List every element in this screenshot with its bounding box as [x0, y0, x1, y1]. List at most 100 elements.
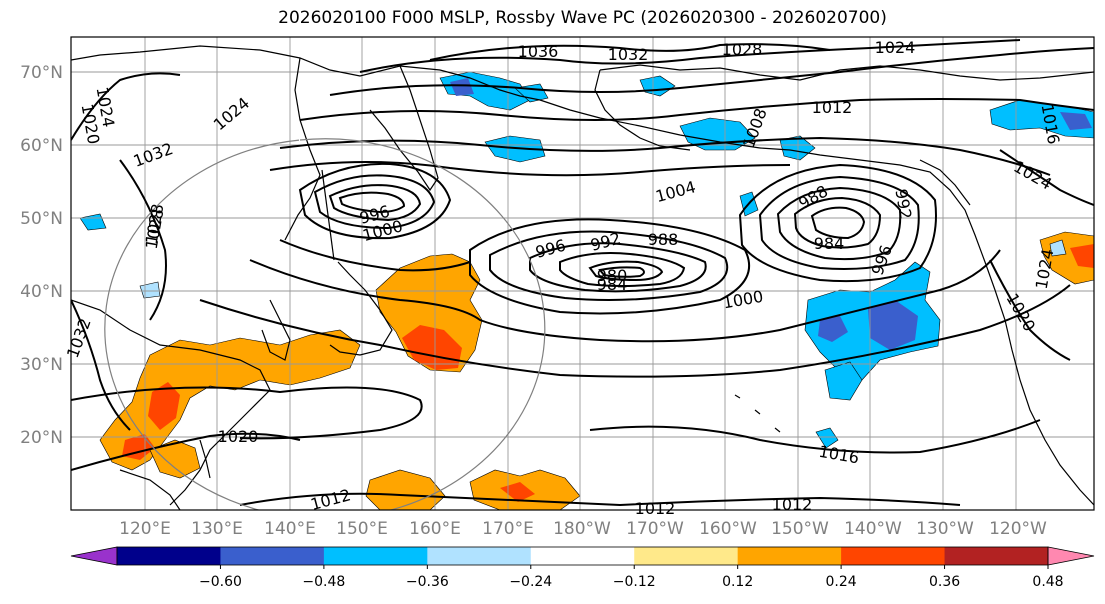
coast-alaska-north — [599, 64, 1094, 81]
contour-label: 1032 — [608, 45, 649, 64]
colorbar-tick-label: −0.60 — [199, 574, 242, 590]
colorbar-tick-label: 0.36 — [929, 574, 960, 590]
contour-label: 1012 — [812, 98, 853, 117]
lat-label: 40°N — [20, 282, 63, 302]
anomaly-shading — [79, 71, 1094, 510]
positive-anomaly-china — [99, 329, 361, 471]
lon-label: 130°W — [916, 519, 974, 539]
colorbar-extend-min — [70, 546, 118, 566]
contour-1024-ne — [999, 149, 1094, 206]
coastlines — [71, 45, 1094, 510]
colorbar-tick-label: 0.24 — [826, 574, 857, 590]
negative-anomaly-island — [815, 427, 839, 449]
contour-1004-band — [279, 239, 471, 272]
lat-label: 30°N — [20, 355, 63, 375]
map-frame — [70, 36, 1095, 511]
lon-label: 140°W — [844, 519, 902, 539]
positive-anomaly-bottom3 — [500, 482, 535, 502]
coast-sakhalin — [321, 169, 335, 261]
great-circle — [104, 138, 546, 510]
contour-1036 — [429, 43, 831, 61]
contour-label: 980 — [597, 266, 628, 285]
contour-1016a — [269, 161, 791, 177]
colorbar-segment — [841, 547, 946, 565]
positive-anomaly-bottom — [365, 469, 446, 510]
contour-low-e-1000 — [738, 163, 937, 283]
contour-1032 — [359, 39, 1021, 73]
lon-label: 140°E — [264, 519, 316, 539]
contour-label: 1020 — [218, 427, 259, 446]
contour-1020 — [279, 136, 1051, 176]
lon-label: 170°E — [482, 519, 534, 539]
mslp-contours — [71, 39, 1094, 507]
graticule — [71, 37, 1094, 510]
contour-label: 1036 — [518, 42, 559, 61]
contour-label: 984 — [597, 275, 628, 294]
colorbar-segment — [634, 547, 739, 565]
colorbar-segments — [70, 546, 1095, 566]
contour-label: 1012 — [635, 499, 676, 518]
coast-alaska-west — [594, 69, 691, 151]
contour-low-e-984 — [810, 206, 866, 240]
lon-label: 160°E — [409, 519, 461, 539]
colorbar-segment — [117, 547, 221, 565]
contour-1024-w — [71, 72, 181, 141]
lon-label: 170°W — [626, 519, 684, 539]
contour-low-w-1004 — [313, 174, 436, 230]
contour-low-w-1000 — [328, 184, 422, 222]
colorbar-tick-label: −0.36 — [406, 574, 449, 590]
lon-label: 150°W — [771, 519, 829, 539]
contour-low-e-996 — [758, 175, 920, 270]
colorbar-segment — [530, 547, 635, 565]
coast-asia-north — [71, 45, 541, 101]
colorbar-tick-label: −0.48 — [302, 574, 345, 590]
contour-low-c-1000 — [469, 218, 750, 315]
contour-low-e-988 — [793, 196, 882, 249]
lat-label: 70°N — [20, 63, 63, 83]
positive-anomaly-nw-core — [1070, 244, 1094, 268]
contour-low-c-988 — [559, 252, 686, 287]
positive-anomaly-south — [149, 439, 201, 479]
colorbar-segment — [427, 547, 532, 565]
negative-anomaly-e — [1049, 239, 1067, 257]
colorbar-tick-label: 0.12 — [722, 574, 753, 590]
coast-taiwan — [199, 439, 211, 479]
contour-1028 — [329, 47, 1094, 96]
coast-japan — [329, 261, 393, 356]
contour-low-e-992 — [776, 186, 902, 261]
contour-1016-band — [71, 386, 423, 440]
chart-title: 2026020100 F000 MSLP, Rossby Wave PC (20… — [278, 8, 887, 28]
contour-1028-w — [119, 159, 167, 321]
colorbar-outline — [116, 546, 1049, 566]
lon-label: 160°W — [699, 519, 757, 539]
coast-korea — [261, 299, 291, 361]
lon-label: 150°E — [336, 519, 388, 539]
colorbar-tick-label: −0.12 — [613, 574, 656, 590]
contour-label: 988 — [648, 230, 679, 249]
contour-low-c-996 — [489, 230, 729, 301]
coast-bc — [919, 159, 971, 206]
coast-kamchatka — [369, 65, 439, 192]
contour-label: 1024 — [875, 38, 916, 57]
negative-anomaly-gulf-core2 — [818, 316, 848, 342]
coast-hawaii — [734, 394, 781, 433]
colorbar-tick-label: −0.24 — [509, 574, 552, 590]
longitude-labels: 120°E 130°E 140°E 150°E 160°E 170°E 180°… — [119, 519, 1047, 539]
colorbar-segment — [944, 547, 1049, 565]
coast-gulf-alaska — [759, 147, 1094, 506]
contour-label: 984 — [814, 234, 845, 253]
contour-1008-band — [249, 249, 1001, 343]
contour-label: 1012 — [772, 495, 813, 514]
colorbar-extend-max — [1047, 546, 1095, 566]
contour-1020-ne — [989, 259, 1071, 361]
lat-label: 20°N — [20, 428, 63, 448]
colorbar-tick-label: 0.48 — [1032, 574, 1063, 590]
lon-label: 120°W — [989, 519, 1047, 539]
colorbar: −0.60 −0.48 −0.36 −0.24 −0.12 0.12 0.24 0.36 0.4… — [70, 546, 1095, 590]
coast-philippines — [119, 469, 181, 510]
coast-okhotsk — [284, 57, 321, 241]
latitude-labels: 70°N 60°N 50°N 40°N 30°N 20°N — [20, 63, 63, 448]
contour-1016-e — [589, 419, 1041, 454]
negative-anomaly-south — [824, 361, 863, 401]
